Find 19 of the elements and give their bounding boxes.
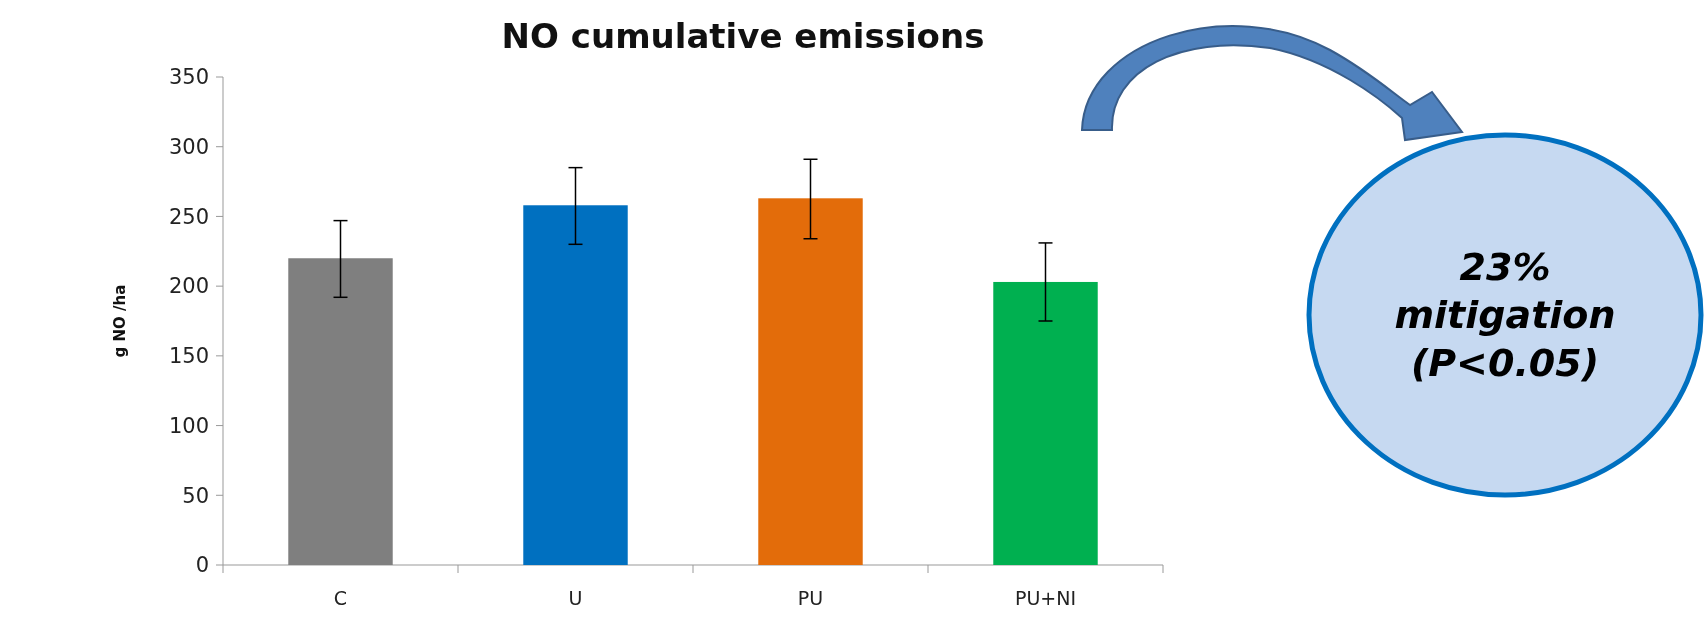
y-tick-label: 150 [168,344,209,369]
bar [758,198,863,565]
y-tick-label: 50 [182,483,209,508]
y-tick-label: 250 [168,204,209,229]
y-tick-label: 100 [168,413,209,438]
y-tick-label: 350 [168,65,209,90]
x-tick-label: U [568,587,583,609]
y-axis-title: g NO /ha [111,284,129,358]
bar [523,205,628,565]
bar [288,258,393,565]
y-tick-label: 0 [195,553,209,578]
y-tick-label: 200 [168,274,209,299]
text: 23% mitigation (P<0.05) [1394,245,1616,386]
bar [993,281,1098,565]
chart-title: NO cumulative emissions [501,16,985,56]
x-tick-label: PU [797,587,824,609]
x-tick-label: C [333,587,348,609]
y-tick-label: 300 [168,135,209,160]
x-tick-label: PU+NI [1014,587,1077,609]
